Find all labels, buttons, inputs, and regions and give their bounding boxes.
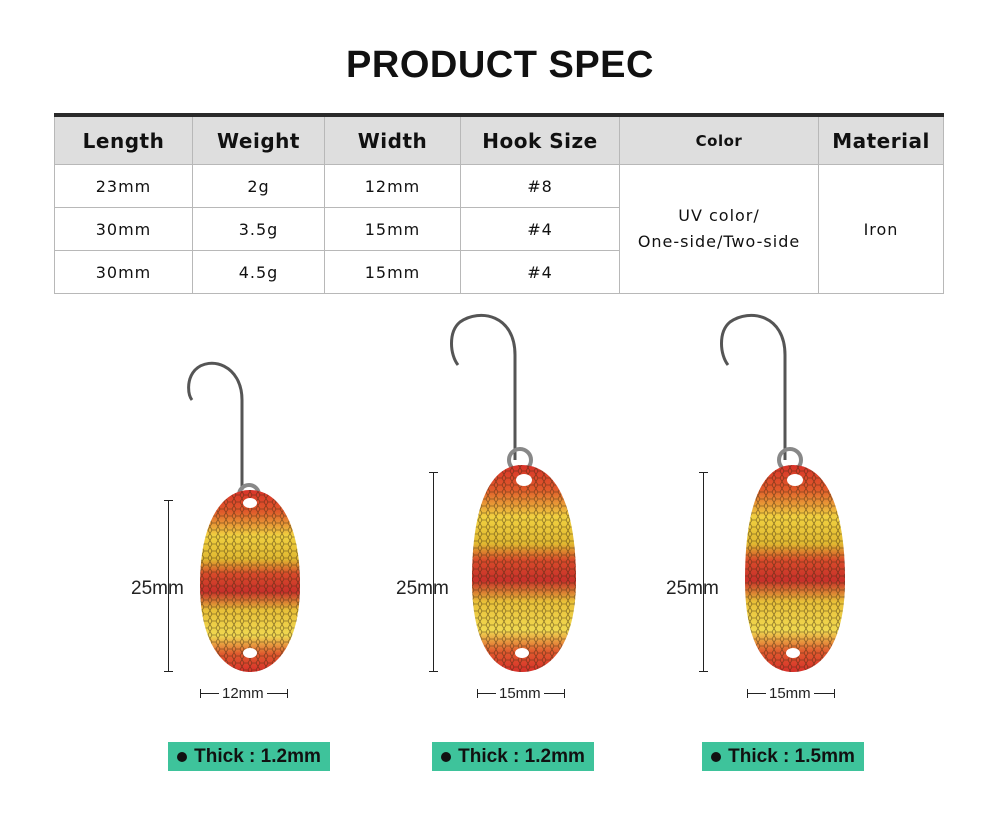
lure-image-thick — [720, 313, 845, 672]
header-hook-size: Hook Size — [460, 115, 620, 165]
header-weight: Weight — [192, 115, 325, 165]
thickness-label: Thick : 1.2mm — [458, 745, 585, 767]
bullet-icon — [711, 751, 722, 762]
table-row: 30mm 3.5g 15mm #4 — [54, 207, 944, 251]
header-color: Color — [619, 115, 819, 165]
spec-table: Length Weight Width Hook Size Color Mate… — [54, 113, 944, 294]
cell-color: UV color/ One-side/Two-side — [619, 164, 819, 294]
cell-hook-size: #4 — [460, 250, 620, 294]
width-label: 15mm — [499, 684, 541, 702]
thickness-label: Thick : 1.2mm — [194, 745, 321, 767]
header-width: Width — [324, 115, 461, 165]
length-dimension-line — [429, 472, 438, 672]
length-label: 25mm — [131, 578, 184, 599]
table-row: 23mm 2g 12mm #8 UV color/ One-side/Two-s… — [54, 164, 944, 294]
cell-length: 30mm — [54, 207, 193, 251]
length-dimension-line — [164, 500, 173, 672]
thickness-badge: Thick : 1.2mm — [432, 742, 594, 771]
table-row: 30mm 4.5g 15mm #4 — [54, 250, 944, 294]
cell-length: 30mm — [54, 250, 193, 294]
thickness-label: Thick : 1.5mm — [728, 745, 855, 767]
thickness-badge: Thick : 1.5mm — [702, 742, 864, 771]
width-dimension: 15mm — [747, 684, 835, 702]
bullet-icon — [177, 751, 188, 762]
cell-weight: 4.5g — [192, 250, 325, 294]
lure-image-medium — [450, 313, 576, 672]
cell-hook-size: #4 — [460, 207, 620, 251]
cell-weight: 3.5g — [192, 207, 325, 251]
cell-hook-size: #8 — [460, 164, 620, 208]
header-length: Length — [54, 115, 193, 165]
thickness-badge: Thick : 1.2mm — [168, 742, 330, 771]
header-material: Material — [818, 115, 944, 165]
cell-weight: 2g — [192, 164, 325, 208]
cell-length: 23mm — [54, 164, 193, 208]
table-header-row: Length Weight Width Hook Size Color Mate… — [54, 115, 944, 165]
color-line-2: One-side/Two-side — [637, 232, 801, 251]
lure-image-small — [187, 361, 300, 672]
page-title: PRODUCT SPEC — [346, 44, 654, 86]
cell-material: Iron — [818, 164, 944, 294]
width-dimension: 15mm — [477, 684, 565, 702]
bullet-icon — [441, 751, 452, 762]
length-dimension-line — [699, 472, 708, 672]
width-label: 12mm — [222, 684, 264, 702]
cell-width: 15mm — [324, 207, 461, 251]
color-line-1: UV color/ — [678, 206, 760, 225]
width-dimension: 12mm — [200, 684, 288, 702]
width-label: 15mm — [769, 684, 811, 702]
cell-width: 15mm — [324, 250, 461, 294]
length-label: 25mm — [396, 578, 449, 599]
cell-width: 12mm — [324, 164, 461, 208]
length-label: 25mm — [666, 578, 719, 599]
